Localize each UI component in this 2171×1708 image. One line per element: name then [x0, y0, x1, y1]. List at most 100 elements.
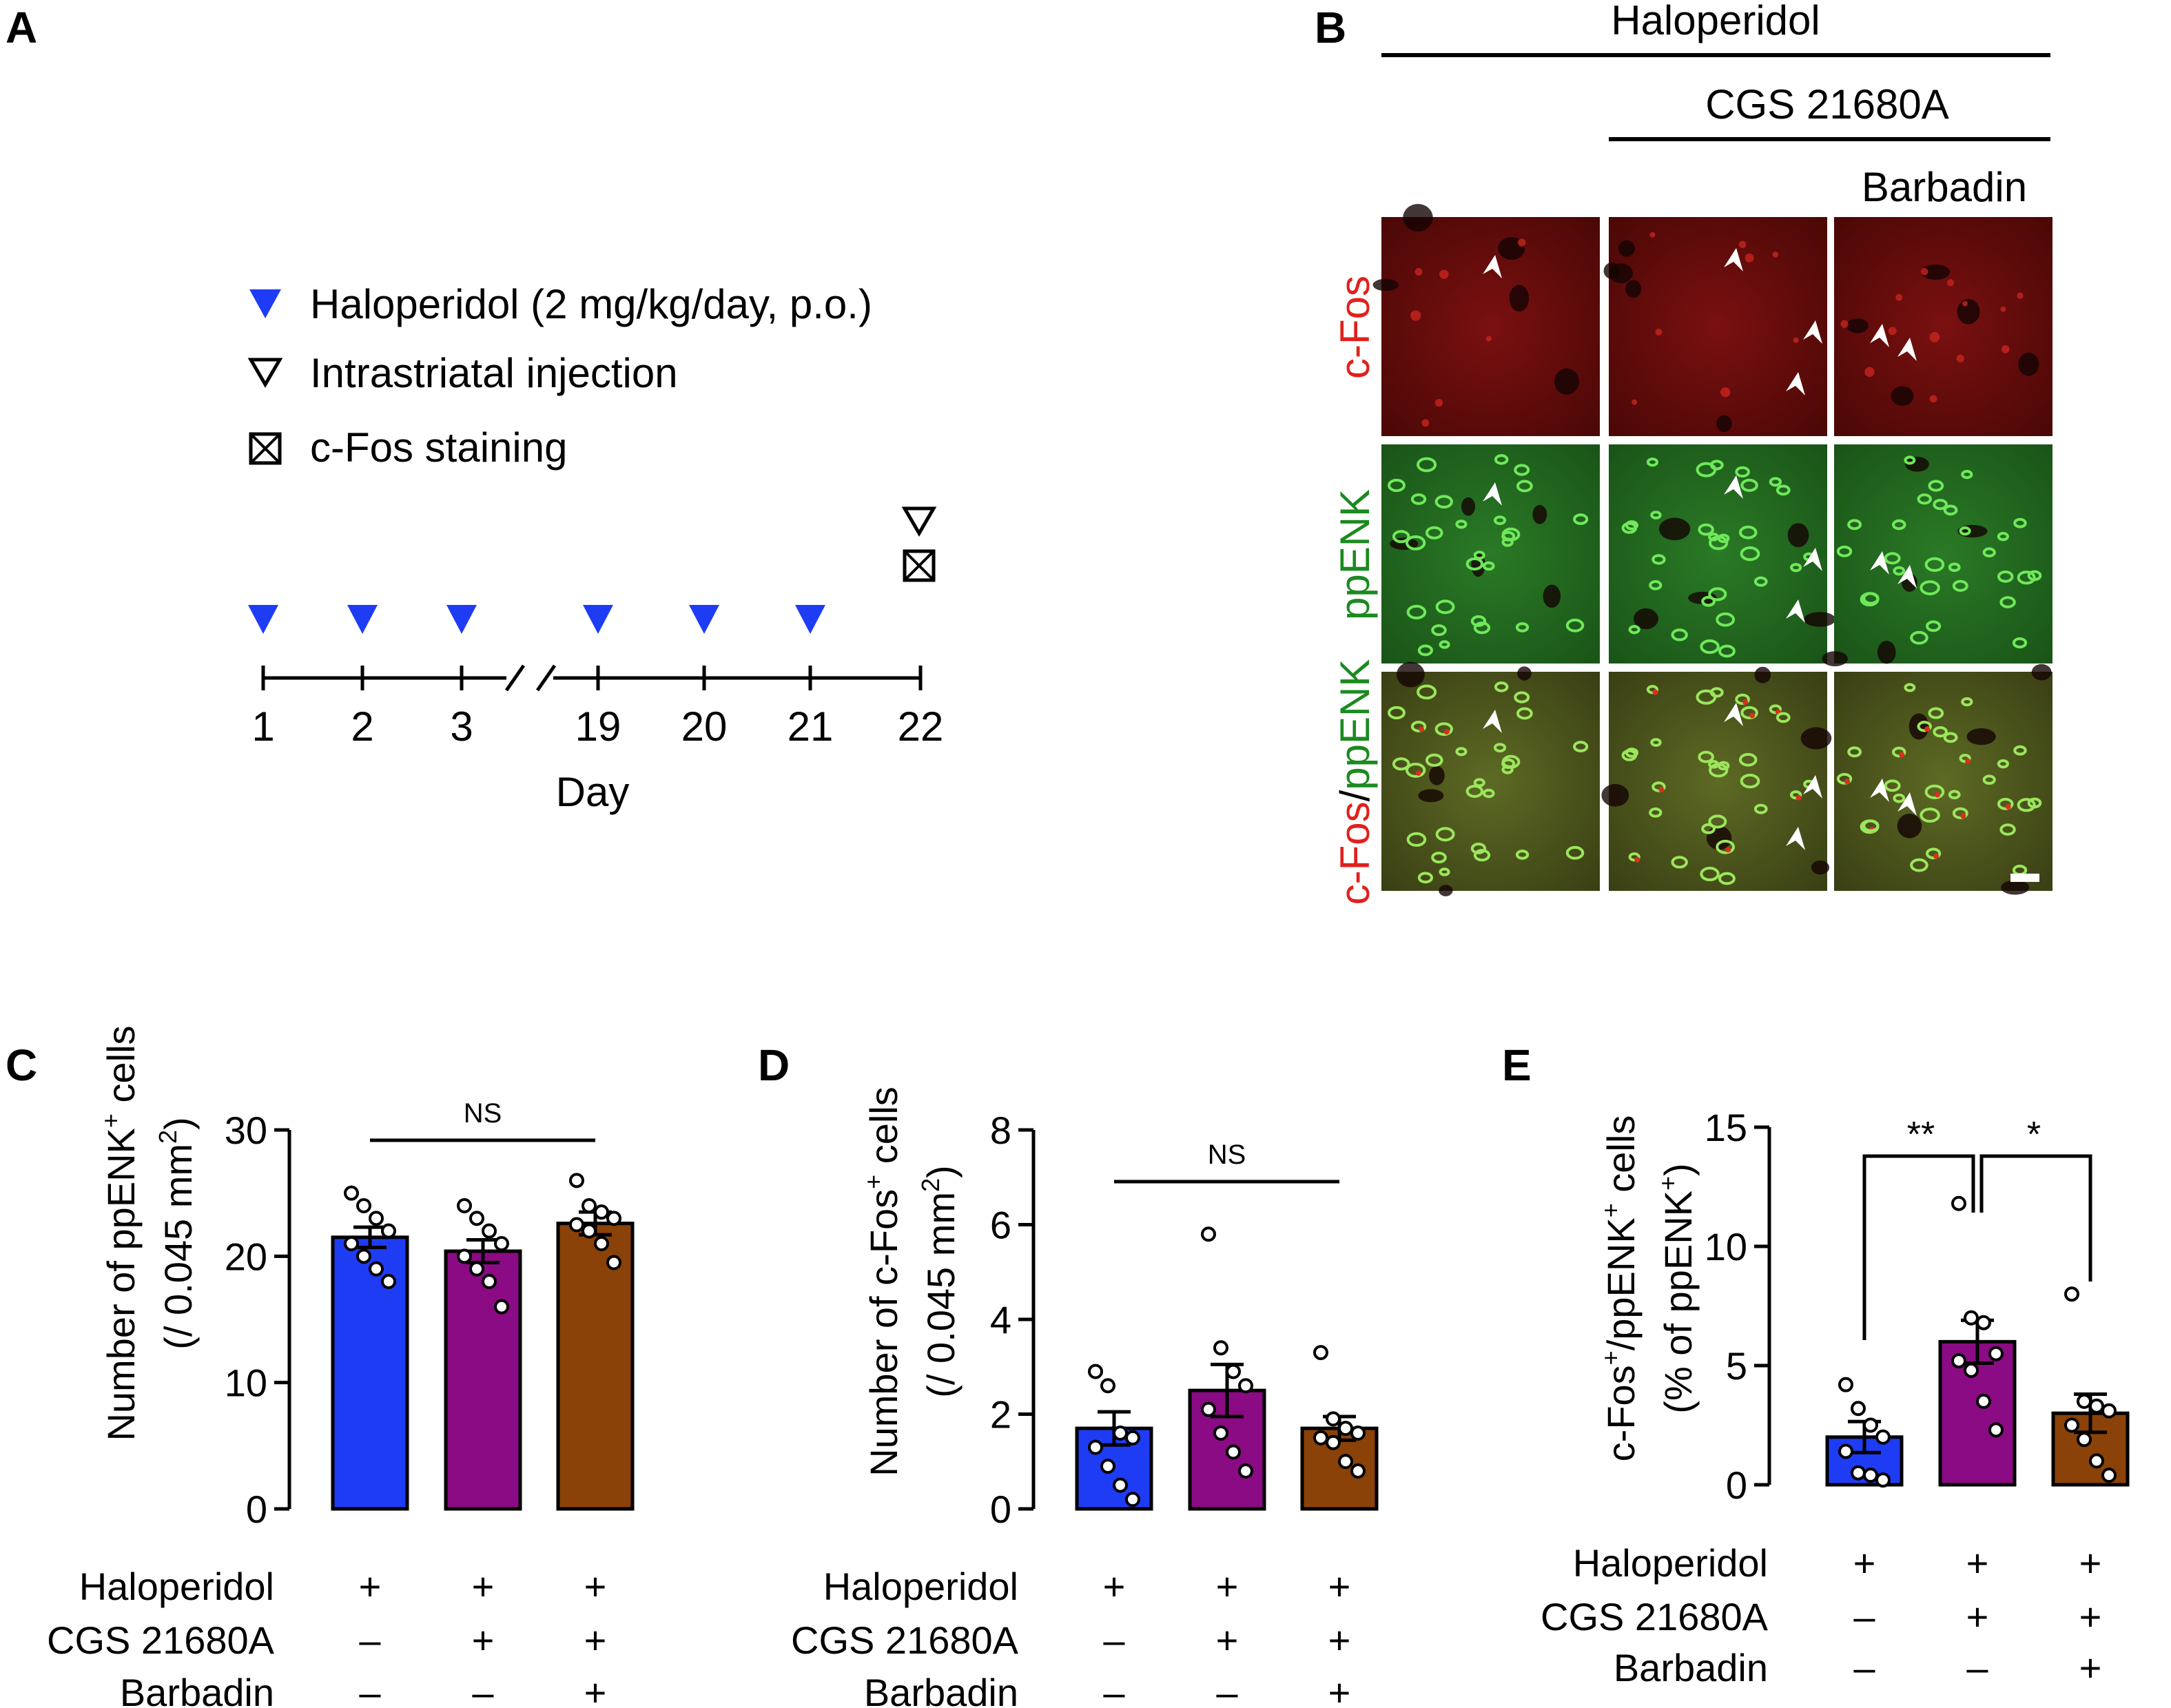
dark-spot: [1403, 204, 1433, 231]
cfos-signal: [1793, 337, 1799, 343]
day-label-22: 22: [898, 703, 944, 750]
open-triangle-icon: [247, 358, 283, 388]
cfos-signal: [1443, 729, 1450, 735]
ppenk-cell: [1473, 849, 1491, 862]
arrowhead-icon: [1870, 324, 1889, 347]
condition-sign: +: [359, 1565, 382, 1608]
data-point: [1100, 1459, 1115, 1474]
ppenk-cell: [1565, 618, 1585, 632]
ppenk-cell: [1470, 615, 1487, 627]
condition-sign: –: [1103, 1671, 1125, 1708]
dark-spot: [1658, 517, 1691, 541]
data-point: [1100, 1378, 1115, 1394]
dark-spot: [1877, 641, 1896, 664]
condition-sign: +: [1966, 1595, 1989, 1638]
dark-spot: [1609, 263, 1633, 284]
cfos-signal: [1934, 792, 1940, 798]
dark-spot: [1957, 524, 1988, 538]
day-label-3: 3: [450, 703, 473, 750]
ppenk-cell: [1650, 511, 1662, 519]
dark-spot: [1897, 814, 1922, 838]
ppenk-cell: [1416, 457, 1437, 473]
ppenk-cell: [1698, 750, 1714, 763]
dark-spot: [1601, 783, 1629, 807]
micrograph-grid: [1372, 204, 2052, 896]
ppenk-cell: [1769, 477, 1782, 487]
ppenk-cell: [1943, 504, 1958, 516]
data-point: [1313, 1345, 1328, 1361]
ppenk-cell: [1959, 754, 1971, 763]
arrowhead-icon: [1724, 703, 1743, 726]
data-point: [1238, 1378, 1253, 1394]
data-point: [369, 1211, 384, 1226]
data-point: [494, 1236, 509, 1251]
cfos-signal: [1421, 419, 1430, 427]
ppenk-cell: [1514, 464, 1530, 476]
cfos-signal: [1929, 331, 1940, 342]
y-tick-label: 0: [246, 1488, 267, 1531]
micrograph-tile: [1381, 444, 1600, 663]
cfos-signal: [1840, 320, 1849, 328]
cfos-signal: [1947, 279, 1955, 287]
haloperidol-dose-icon: [583, 605, 613, 634]
condition-sign: –: [359, 1671, 381, 1708]
cfos-signal: [1414, 267, 1423, 276]
data-point: [1875, 1472, 1891, 1488]
dark-spot: [1804, 612, 1836, 627]
ppenk-cell: [1410, 493, 1427, 505]
ppenk-cell: [1735, 466, 1750, 478]
data-point: [1964, 1310, 1979, 1326]
data-point: [369, 1261, 384, 1277]
ylabel-c: Number of ppENK+ cells: [96, 1025, 143, 1441]
arrowhead-icon: [1483, 710, 1502, 733]
dark-spot: [1822, 651, 1848, 667]
data-point: [1125, 1492, 1140, 1508]
scale-bar: [2010, 874, 2039, 882]
ppenk-cell: [1434, 495, 1453, 509]
ppenk-cell: [1465, 557, 1484, 570]
data-point: [2089, 1398, 2104, 1414]
condition-sign: +: [1853, 1541, 1876, 1585]
ppenk-cell: [1753, 803, 1768, 814]
ppenk-cell: [1790, 563, 1802, 573]
ylabel-c-line2: (/ 0.045 mm2): [154, 1117, 200, 1349]
ppenk-cell: [1482, 788, 1495, 799]
ppenk-cell: [1708, 587, 1727, 601]
ppenk-cell: [1425, 526, 1443, 539]
dark-spot: [2001, 880, 2030, 895]
significance-label: *: [2027, 1115, 2041, 1155]
dark-spot: [1372, 278, 1399, 291]
condition-label-1: CGS 21680A: [47, 1618, 275, 1662]
dark-spot: [1921, 264, 1951, 280]
dark-spot: [1905, 456, 1929, 472]
dark-spot: [1633, 608, 1658, 630]
ppenk-cell: [1717, 533, 1730, 544]
ppenk-cell: [1573, 741, 1589, 752]
legend: Haloperidol (2 mg/kg/day, p.o.) Intrastr…: [247, 281, 872, 471]
ppenk-cell: [1671, 628, 1688, 641]
cfos-signal: [1415, 770, 1421, 776]
y-tick-label: 10: [1705, 1225, 1747, 1268]
y-tick-label: 0: [990, 1488, 1011, 1531]
condition-label-1: CGS 21680A: [1541, 1595, 1769, 1638]
legend-cfos-staining: c-Fos staining: [310, 424, 567, 471]
condition-label-0: Haloperidol: [823, 1565, 1018, 1608]
ppenk-cell: [1718, 644, 1736, 658]
ppenk-cell: [1735, 693, 1750, 706]
ppenk-cell: [1417, 644, 1434, 657]
ppenk-cell: [1738, 525, 1758, 539]
significance-bracket: [1862, 1154, 1975, 1340]
legend-haloperidol: Haloperidol (2 mg/kg/day, p.o.): [310, 281, 872, 327]
row-label-cfos: c-Fos: [1332, 276, 1378, 379]
cfos-signal: [1738, 240, 1747, 249]
data-point: [1964, 1362, 1979, 1378]
timeline: 1 2 3 19 20 21 22 Day: [248, 506, 944, 815]
ppenk-cell: [1405, 763, 1426, 778]
data-point: [1088, 1439, 1103, 1455]
condition-sign: +: [2079, 1595, 2102, 1638]
condition-label-0: Haloperidol: [1573, 1541, 1768, 1585]
ppenk-cell: [1701, 823, 1716, 834]
condition-sign: +: [1216, 1618, 1239, 1662]
arrowhead-icon: [1803, 548, 1822, 571]
ppenk-cell: [1999, 596, 2016, 608]
